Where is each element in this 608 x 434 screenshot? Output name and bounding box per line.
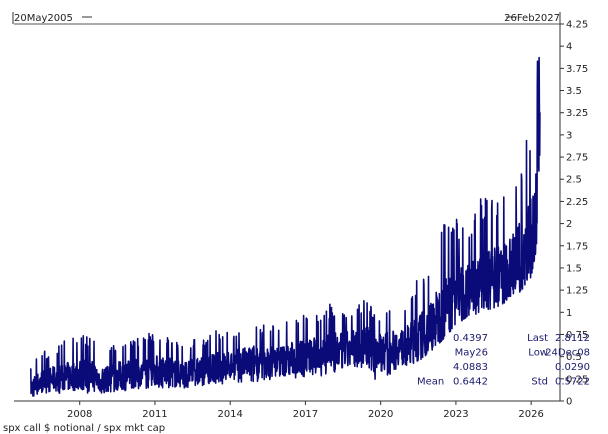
- x-tick-label: 2014: [217, 409, 242, 420]
- y-tick-label: 1.5: [566, 263, 582, 274]
- x-tick-label: 2008: [67, 409, 92, 420]
- y-tick-label: 3: [566, 130, 572, 141]
- y-tick-label: 4.25: [566, 20, 588, 31]
- x-tick-label: 2023: [443, 409, 468, 420]
- stats-cell: Low: [528, 348, 548, 359]
- x-tick-label: 2020: [368, 409, 393, 420]
- y-tick-label: 2.25: [566, 197, 588, 208]
- y-tick-label: 1.25: [566, 286, 588, 297]
- y-tick-label: 0.25: [566, 374, 588, 385]
- stats-cell: 4.0883: [453, 362, 488, 373]
- y-tick-label: 2: [566, 219, 572, 230]
- y-tick-label: 0.75: [566, 330, 588, 341]
- stats-cell: 0.0290: [555, 362, 590, 373]
- y-tick-label: 0: [566, 397, 572, 408]
- range-end-label: 26Feb2027: [504, 13, 560, 24]
- y-tick-label: 2.5: [566, 175, 582, 186]
- stats-cell: Std: [531, 377, 548, 388]
- stats-cell: May26: [455, 348, 488, 359]
- y-tick-label: 0.5: [566, 352, 582, 363]
- stats-cell: 0.4397: [453, 333, 488, 344]
- date-range-header: 20May2005 26Feb2027: [14, 13, 560, 24]
- stats-cell: 2.8112: [555, 333, 590, 344]
- y-tick-label: 3.75: [566, 64, 588, 75]
- y-tick-label: 3.5: [566, 86, 582, 97]
- y-tick-label: 1.75: [566, 241, 588, 252]
- stats-cell: Last: [527, 333, 548, 344]
- range-start-label: 20May2005: [14, 13, 73, 24]
- stats-cell: 0.5722: [555, 377, 590, 388]
- stats-cell: Mean: [417, 377, 444, 388]
- y-tick-label: 4: [566, 42, 572, 53]
- series-caption: spx call $ notional / spx mkt cap: [3, 423, 166, 434]
- y-tick-label: 2.75: [566, 153, 588, 164]
- stats-cell: 24Dec08: [545, 348, 590, 359]
- x-tick-label: 2026: [518, 409, 543, 420]
- y-tick-label: 1: [566, 308, 572, 319]
- y-axis: 0 0.25 0.5 0.75 1 1.25 1.5 1.75 2 2.25 2.5 2.75 3 3.2…: [560, 20, 588, 408]
- y-tick-label: 3.25: [566, 108, 588, 119]
- plot-frame: [12, 12, 561, 402]
- stats-cell: 0.6442: [453, 377, 488, 388]
- series-line: [30, 56, 541, 397]
- x-tick-label: 2017: [293, 409, 318, 420]
- x-axis: 2008 2011 2014 2017 2020 2023 2026: [67, 401, 544, 420]
- series-path: [30, 56, 541, 397]
- x-tick-label: 2011: [142, 409, 167, 420]
